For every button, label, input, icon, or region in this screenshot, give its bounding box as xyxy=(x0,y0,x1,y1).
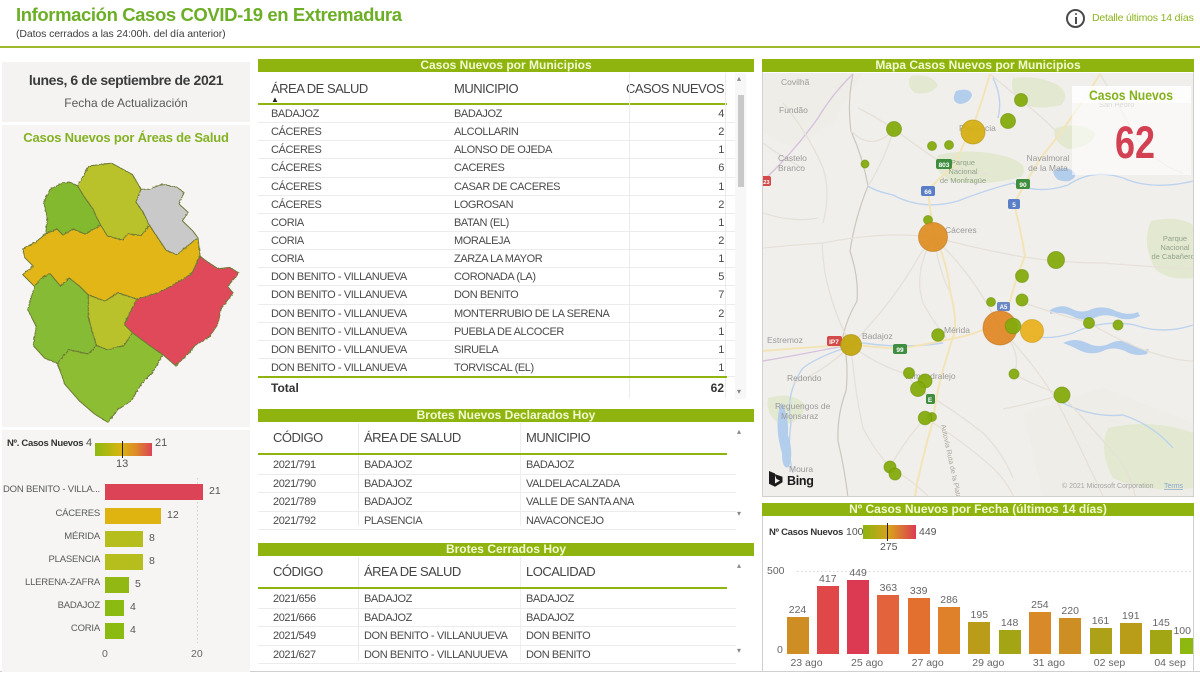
svg-text:5: 5 xyxy=(1012,202,1016,209)
svg-text:de la Mata: de la Mata xyxy=(1028,163,1068,173)
svg-text:Bing: Bing xyxy=(787,474,814,488)
svg-text:Monsaraz: Monsaraz xyxy=(781,411,818,421)
svg-text:Parque: Parque xyxy=(951,158,975,167)
svg-text:Moura: Moura xyxy=(789,464,813,474)
svg-text:Parque: Parque xyxy=(1163,234,1187,243)
svg-text:90: 90 xyxy=(1019,182,1027,189)
svg-text:Redondo: Redondo xyxy=(787,373,822,383)
svg-text:803: 803 xyxy=(939,162,950,169)
svg-text:A5: A5 xyxy=(1000,305,1008,311)
svg-text:Castelo: Castelo xyxy=(778,153,807,163)
svg-text:62: 62 xyxy=(1115,117,1155,168)
svg-text:de Monfragüe: de Monfragüe xyxy=(940,176,986,185)
svg-text:Mérida: Mérida xyxy=(944,325,970,335)
svg-text:99: 99 xyxy=(896,347,904,354)
svg-text:Branco: Branco xyxy=(778,163,805,173)
svg-text:Cáceres: Cáceres xyxy=(945,225,977,235)
svg-text:Almendralejo: Almendralejo xyxy=(906,371,956,381)
svg-text:Nacional: Nacional xyxy=(948,167,978,176)
svg-text:Badajoz: Badajoz xyxy=(862,331,893,341)
svg-text:de Cabañeros: de Cabañeros xyxy=(1151,252,1193,261)
svg-text:Nacional: Nacional xyxy=(1160,243,1190,252)
svg-text:A23: A23 xyxy=(763,180,770,186)
svg-text:66: 66 xyxy=(924,189,932,196)
svg-text:Casos Nuevos: Casos Nuevos xyxy=(1089,88,1173,103)
svg-text:E: E xyxy=(928,397,933,404)
svg-text:Terms: Terms xyxy=(1164,483,1184,490)
svg-text:Reguengos de: Reguengos de xyxy=(775,401,831,411)
svg-text:Fundão: Fundão xyxy=(779,105,808,115)
svg-text:Navalmoral: Navalmoral xyxy=(1027,153,1070,163)
svg-text:Covilhã: Covilhã xyxy=(781,77,810,87)
svg-text:IP7: IP7 xyxy=(829,339,839,346)
svg-text:© 2021 Microsoft Corporation: © 2021 Microsoft Corporation xyxy=(1062,482,1154,490)
svg-text:Estremoz: Estremoz xyxy=(767,335,803,345)
